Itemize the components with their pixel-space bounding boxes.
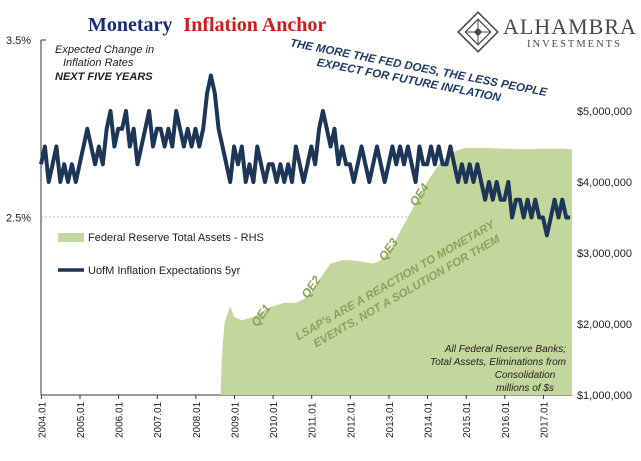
x-tick-label: 2007.01 [153,401,164,438]
legend-label-expectations: UofM Inflation Expectations 5yr [88,265,241,277]
series-area-assets [220,147,572,395]
x-tick-label: 2011.01 [308,402,319,438]
x-tick-label: 2005.01 [76,401,87,438]
legend-label-assets: Federal Reserve Total Assets - RHS [88,232,264,244]
assets-area-layer [220,147,572,395]
right-axis-ticks: $5,000,000 $4,000,000 $3,000,000 $2,000,000… [577,106,632,402]
chart-title: Monetary Inflation Anchor [88,14,326,36]
right-tick-label: $2,000,000 [577,319,632,331]
brand-subtitle: INVESTMENTS [527,39,622,50]
right-tick-label: $1,000,000 [577,390,632,402]
source-line3: Consolidation [495,370,556,381]
x-tick-label: 2016.01 [501,401,512,438]
brand-logo: ALHAMBRA INVESTMENTS [457,11,637,53]
source-line4: millions of $s [496,383,554,394]
x-tick-label: 2010.01 [269,401,280,438]
x-tick-label: 2014.01 [424,401,435,438]
title-part-inflation-anchor: Inflation Anchor [183,14,326,36]
x-tick-label: 2006.01 [115,401,126,438]
x-tick-label: 2013.01 [385,401,396,438]
x-tick-label: 2008.01 [192,401,203,438]
source-line1: All Federal Reserve Banks; [444,344,566,355]
expected-change-note: Expected Change in Inflation Rates NEXT … [55,44,154,83]
x-tick-label: 2015.01 [462,401,473,438]
right-tick-label: $5,000,000 [577,106,632,118]
legend-swatch-assets [58,233,84,242]
legend: Federal Reserve Total Assets - RHS UofM … [58,232,264,277]
source-note: All Federal Reserve Banks; Total Assets,… [430,344,566,394]
right-tick-label: $3,000,000 [577,248,632,260]
left-tick-label: 3.5% [6,35,31,47]
expectations-line-layer [39,73,571,238]
source-line2: Total Assets, Eliminations from [430,357,566,368]
note-expected-line2: Inflation Rates [63,57,134,69]
right-tick-label: $4,000,000 [577,177,632,189]
x-axis-ticks: 2004.01 2005.01 2006.01 2007.01 2008.01 2009.… [37,395,550,438]
x-tick-label: 2012.01 [346,401,357,438]
diamond-lattice-icon [457,11,499,53]
note-expected-line3: NEXT FIVE YEARS [55,71,153,83]
x-tick-label: 2004.01 [37,401,48,438]
note-expected-line1: Expected Change in [55,44,154,56]
title-part-monetary: Monetary [88,14,172,36]
left-axis-ticks: 3.5% 2.5% [6,35,31,225]
callout-top: THE MORE THE FED DOES, THE LESS PEOPLE E… [289,37,548,104]
series-line-expectations [39,73,571,238]
brand-name: ALHAMBRA [503,14,637,39]
x-tick-label: 2017.01 [539,401,550,438]
x-tick-label: 2009.01 [230,401,241,438]
left-tick-label: 2.5% [6,213,31,225]
